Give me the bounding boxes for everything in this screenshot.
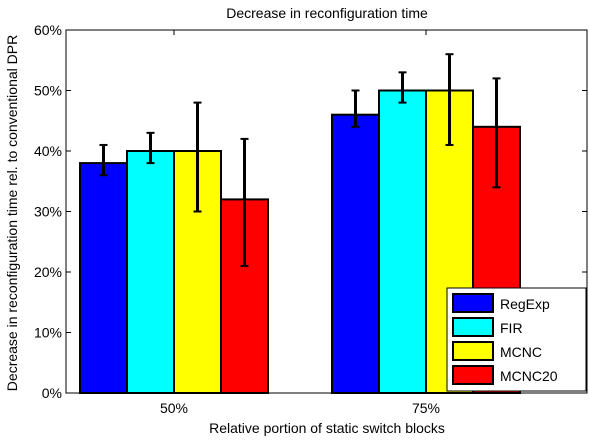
chart-title: Decrease in reconfiguration time: [226, 5, 428, 21]
x-axis-label: Relative portion of static switch blocks: [209, 420, 445, 436]
error-bar: [240, 137, 249, 267]
bar: [331, 113, 380, 394]
y-tick-label: 20%: [34, 264, 62, 280]
bars-group: [79, 89, 521, 395]
y-ticks-group: 0% 10% 20% 30% 40% 50% 60%: [34, 22, 587, 401]
y-tick-label: 60%: [34, 22, 62, 38]
error-bar: [146, 131, 155, 165]
legend-item: RegExp: [452, 293, 550, 313]
legend-item: FIR: [452, 317, 523, 337]
y-tick-label: 50%: [34, 83, 62, 99]
error-bar: [492, 77, 501, 189]
bar: [79, 162, 128, 394]
error-bar: [99, 143, 108, 177]
error-bars-group: [99, 53, 501, 267]
legend-label: MCNC20: [500, 368, 558, 384]
x-tick-label: 75%: [412, 400, 440, 416]
y-tick-label: 40%: [34, 143, 62, 159]
legend-label: RegExp: [500, 296, 550, 312]
legend-label: MCNC: [500, 344, 542, 360]
error-bar: [398, 71, 407, 104]
y-axis-label: Decrease in reconfiguration time rel. to…: [4, 35, 20, 391]
legend: RegExp FIR MCNC MCNC20: [446, 287, 587, 392]
legend-label: FIR: [500, 320, 523, 336]
x-tick-label: 50%: [160, 400, 188, 416]
error-bar: [193, 101, 202, 213]
legend-item: MCNC20: [452, 365, 558, 385]
legend-swatch: [452, 293, 494, 313]
error-bar: [351, 89, 360, 128]
legend-swatch: [452, 341, 494, 361]
bar: [378, 89, 427, 394]
y-tick-label: 0%: [42, 385, 62, 401]
legend-swatch: [452, 317, 494, 337]
legend-item: MCNC: [452, 341, 542, 361]
y-tick-label: 10%: [34, 325, 62, 341]
x-ticks-group: 50% 75%: [160, 30, 440, 416]
bar: [126, 150, 175, 394]
legend-swatch: [452, 365, 494, 385]
error-bar: [445, 53, 454, 146]
y-tick-label: 30%: [34, 204, 62, 220]
